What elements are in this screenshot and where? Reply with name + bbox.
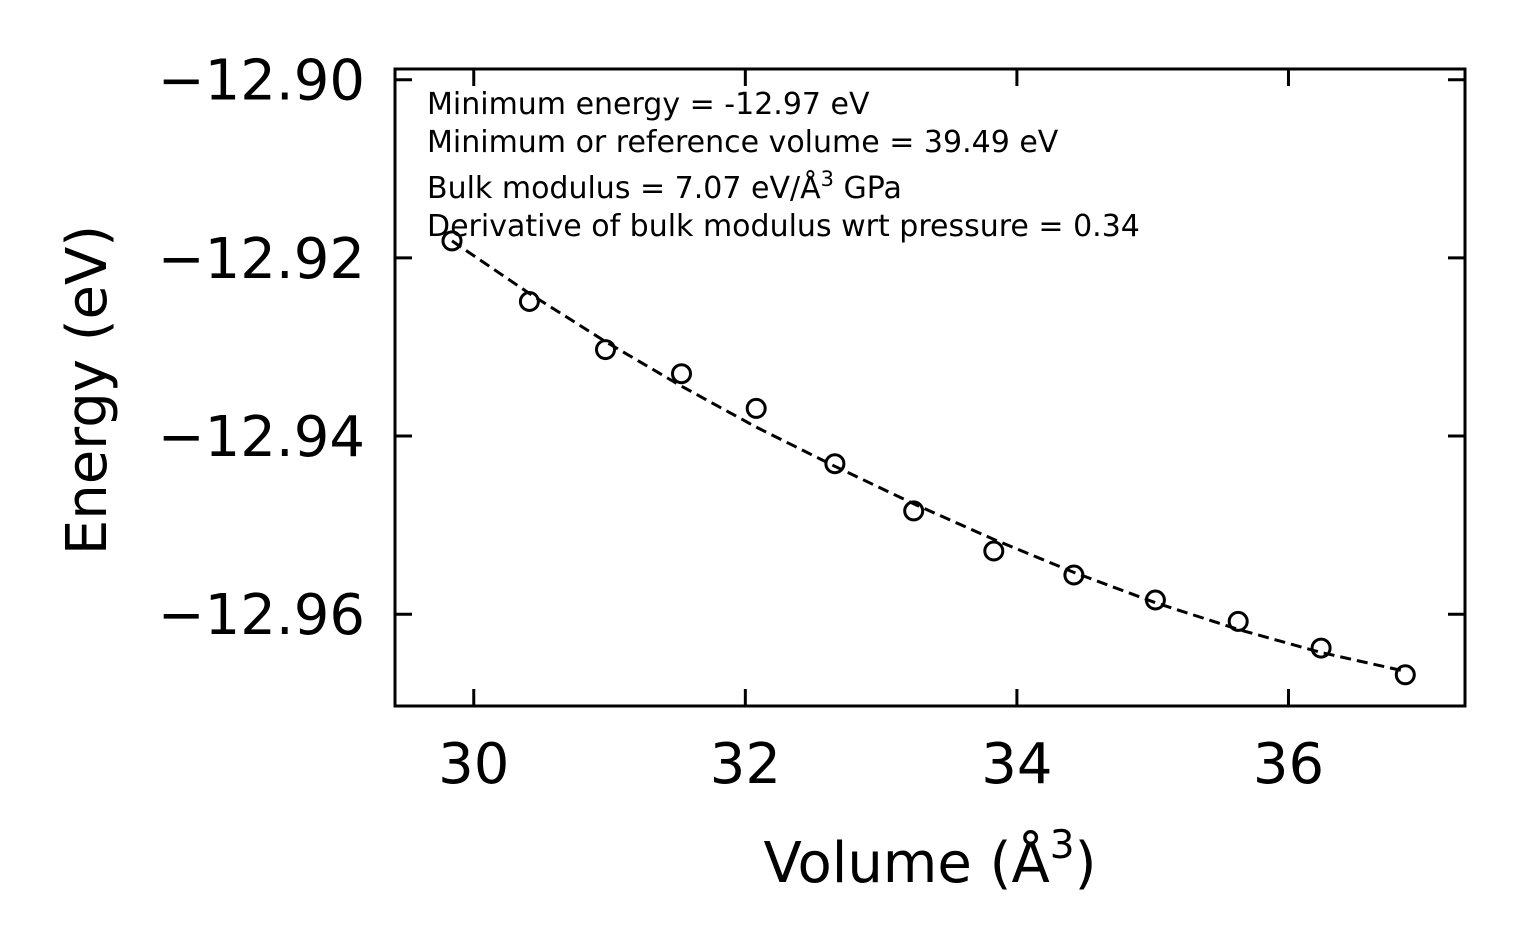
x-tick-label: 30 [438, 732, 509, 797]
data-point [518, 291, 540, 312]
data-point [1310, 637, 1332, 659]
data-point [1144, 589, 1166, 611]
data-point [903, 500, 925, 522]
data-point [824, 453, 846, 475]
y-axis-title: Energy (eV) [55, 225, 120, 555]
annotation-minimum-energy: Minimum energy = -12.97 eV [427, 87, 870, 122]
data-point [745, 397, 767, 419]
data-point [595, 339, 616, 361]
data-point [1063, 564, 1085, 586]
y-tick-label: −12.90 [158, 49, 365, 114]
x-axis-title: Volume (Å3) [764, 823, 1097, 896]
y-tick-label: −12.94 [158, 405, 365, 470]
axes-frame [393, 67, 1467, 708]
x-tick-label: 36 [1253, 732, 1324, 797]
annotation-bulk-modulus-derivative: Derivative of bulk modulus wrt pressure … [427, 209, 1140, 244]
y-tick-label: −12.92 [158, 227, 365, 292]
data-point [1394, 664, 1416, 686]
data-point [441, 230, 463, 252]
annotation-bulk-modulus: Bulk modulus = 7.07 eV/Å3 GPa [427, 167, 902, 206]
data-point [983, 540, 1005, 562]
axes-layer: 30 32 34 36 −12.90 −12.92 −12.94 −12.96 [158, 49, 1467, 797]
x-tick-label: 34 [981, 732, 1052, 797]
data-point [1227, 610, 1249, 632]
plot-layer [441, 230, 1416, 686]
data-point [671, 363, 692, 385]
fit-line [451, 239, 1406, 673]
annotation-minimum-volume: Minimum or reference volume = 39.49 eV [427, 125, 1059, 160]
x-tick-label: 32 [710, 732, 781, 797]
y-tick-label: −12.96 [158, 583, 365, 648]
